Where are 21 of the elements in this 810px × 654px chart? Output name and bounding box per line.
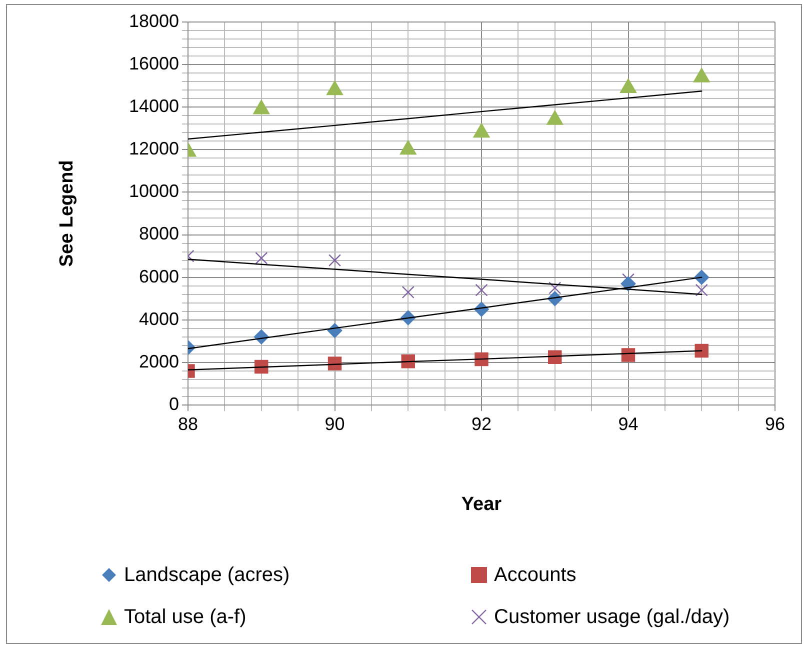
y-tick-label: 10000 <box>128 181 179 202</box>
y-axis-title: See Legend <box>56 160 78 267</box>
x-tick-label: 92 <box>471 414 492 434</box>
y-tick-label: 14000 <box>128 96 179 116</box>
x-tick-label: 88 <box>178 414 198 434</box>
x-tick-label: 90 <box>324 414 345 434</box>
y-tick-label: 16000 <box>128 54 179 74</box>
y-tick-label: 2000 <box>138 351 179 372</box>
y-tick-label: 8000 <box>138 224 179 244</box>
legend-label: Total use (a-f) <box>124 606 246 628</box>
x-tick-label: 96 <box>764 414 786 434</box>
legend-label: Customer usage (gal./day) <box>494 606 730 628</box>
y-tick-label: 0 <box>168 394 179 414</box>
y-tick-label: 18000 <box>128 10 179 31</box>
y-tick-label: 4000 <box>138 308 179 329</box>
y-tick-label: 6000 <box>138 266 179 286</box>
legend-label: Landscape (acres) <box>124 564 290 586</box>
x-tick-label: 94 <box>618 414 638 434</box>
y-tick-label: 12000 <box>128 138 179 159</box>
x-axis-title: Year <box>461 494 502 515</box>
legend-label: Accounts <box>494 564 576 586</box>
